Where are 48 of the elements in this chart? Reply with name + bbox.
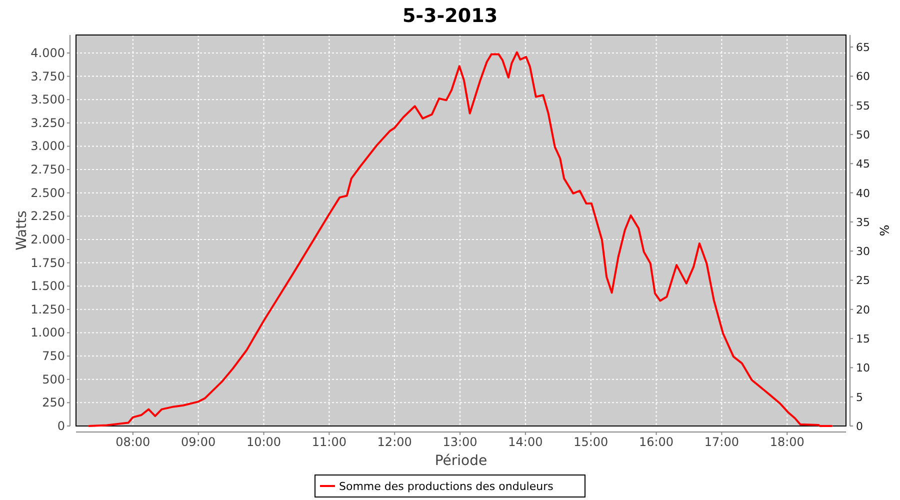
y-tick-label: 2.500 xyxy=(30,186,65,200)
y2-tick-label: 25 xyxy=(856,274,870,288)
x-tick-label: 14:00 xyxy=(508,435,543,449)
y2-tick-label: 65 xyxy=(856,41,870,54)
y2-tick-label: 10 xyxy=(856,362,870,375)
y2-tick-label: 40 xyxy=(856,186,870,200)
x-tick-label: 12:00 xyxy=(377,435,412,449)
x-tick-label: 11:00 xyxy=(312,435,346,449)
y2-tick-label: 20 xyxy=(856,303,870,316)
y-tick-label: 0 xyxy=(57,419,65,433)
chart-title: 5-3-2013 xyxy=(402,5,498,27)
y-tick-label: 1.500 xyxy=(30,279,65,294)
y-tick-label: 250 xyxy=(42,396,65,410)
y-tick-label: 1.000 xyxy=(30,326,65,340)
y-tick-label: 2.000 xyxy=(30,232,65,246)
y2-tick-label: 5 xyxy=(856,390,863,404)
x-axis-title: Période xyxy=(434,453,488,469)
x-tick-label: 10:00 xyxy=(246,435,282,449)
y-tick-label: 1.750 xyxy=(30,256,65,270)
y2-tick-label: 55 xyxy=(856,99,870,112)
x-tick-label: 16:00 xyxy=(638,435,674,449)
y2-tick-label: 45 xyxy=(856,158,870,171)
x-tick-label: 18:00 xyxy=(770,435,804,449)
y2-axis-title: % xyxy=(877,224,891,236)
y2-tick-label: 60 xyxy=(856,70,870,84)
y-tick-label: 500 xyxy=(42,372,65,386)
y2-tick-label: 35 xyxy=(856,216,870,229)
y2-tick-label: 30 xyxy=(856,245,870,258)
y2-tick-label: 0 xyxy=(856,420,863,433)
y-tick-label: 2.250 xyxy=(30,209,65,224)
y-tick-label: 3.500 xyxy=(30,92,65,107)
y-tick-label: 1.250 xyxy=(30,302,65,316)
x-tick-label: 09:00 xyxy=(181,435,216,449)
y-tick-label: 3.750 xyxy=(30,69,65,84)
y-tick-label: 3.000 xyxy=(30,139,65,154)
x-tick-label: 08:00 xyxy=(116,435,150,449)
x-tick-label: 15:00 xyxy=(574,435,608,449)
y2-tick-label: 15 xyxy=(856,332,870,346)
x-tick-label: 17:00 xyxy=(704,435,739,449)
y-tick-label: 4.000 xyxy=(30,46,65,60)
line-series xyxy=(88,51,833,427)
y-tick-label: 3.250 xyxy=(30,116,65,130)
y-tick-label: 2.750 xyxy=(30,162,65,177)
y-axis-title: Watts xyxy=(14,210,30,250)
legend-label: Somme des productions des onduleurs xyxy=(339,480,554,493)
y-tick-label: 750 xyxy=(42,349,65,364)
y2-tick-label: 50 xyxy=(856,128,870,142)
x-tick-label: 13:00 xyxy=(442,435,478,449)
